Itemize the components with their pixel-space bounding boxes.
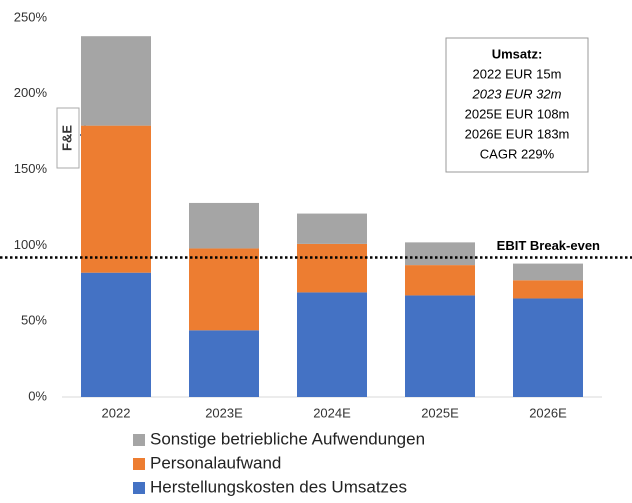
breakeven-label: EBIT Break-even bbox=[497, 238, 600, 253]
bracket-label: F&E bbox=[59, 125, 74, 151]
bar-segment bbox=[513, 298, 583, 397]
legend-label: Sonstige betriebliche Aufwendungen bbox=[150, 429, 425, 448]
bar-segment bbox=[81, 36, 151, 126]
x-tick-label: 2025E bbox=[421, 405, 459, 420]
bar-segment bbox=[297, 243, 367, 293]
bar-segment bbox=[405, 265, 475, 296]
legend-swatch bbox=[133, 482, 145, 494]
info-title: Umsatz: bbox=[492, 46, 543, 61]
bar-segment bbox=[189, 248, 259, 331]
y-tick-label: 250% bbox=[14, 9, 48, 24]
info-line: CAGR 229% bbox=[480, 146, 555, 161]
x-tick-label: 2024E bbox=[313, 405, 351, 420]
y-tick-label: 0% bbox=[28, 388, 47, 403]
x-tick-label: 2026E bbox=[529, 405, 567, 420]
y-tick-label: 50% bbox=[21, 313, 47, 328]
info-line: 2023 EUR 32m bbox=[472, 86, 562, 101]
info-box bbox=[445, 37, 589, 173]
y-tick-label: 150% bbox=[14, 161, 48, 176]
legend-label: Personalaufwand bbox=[150, 453, 281, 472]
bar-segment bbox=[405, 295, 475, 397]
info-line: 2025E EUR 108m bbox=[465, 106, 570, 121]
bar-segment bbox=[297, 213, 367, 244]
bar-segment bbox=[405, 242, 475, 266]
info-line: 2022 EUR 15m bbox=[473, 66, 562, 81]
bar-segment bbox=[513, 280, 583, 299]
legend-swatch bbox=[133, 434, 145, 446]
bar-segment bbox=[81, 272, 151, 397]
y-tick-label: 200% bbox=[14, 85, 48, 100]
bar-segment bbox=[297, 292, 367, 397]
bar-segment bbox=[513, 263, 583, 281]
info-line: 2026E EUR 183m bbox=[465, 126, 570, 141]
y-tick-label: 100% bbox=[14, 237, 48, 252]
bracket-label-box bbox=[56, 107, 80, 169]
x-tick-label: 2023E bbox=[205, 405, 243, 420]
bar-segment bbox=[189, 202, 259, 249]
legend: Sonstige betriebliche Aufwendungen Person… bbox=[133, 429, 425, 496]
legend-swatch bbox=[133, 458, 145, 470]
x-tick-label: 2022 bbox=[102, 405, 131, 420]
bar-segment bbox=[81, 125, 151, 273]
bar-segment bbox=[189, 330, 259, 397]
legend-label: Herstellungskosten des Umsatzes bbox=[150, 477, 407, 496]
